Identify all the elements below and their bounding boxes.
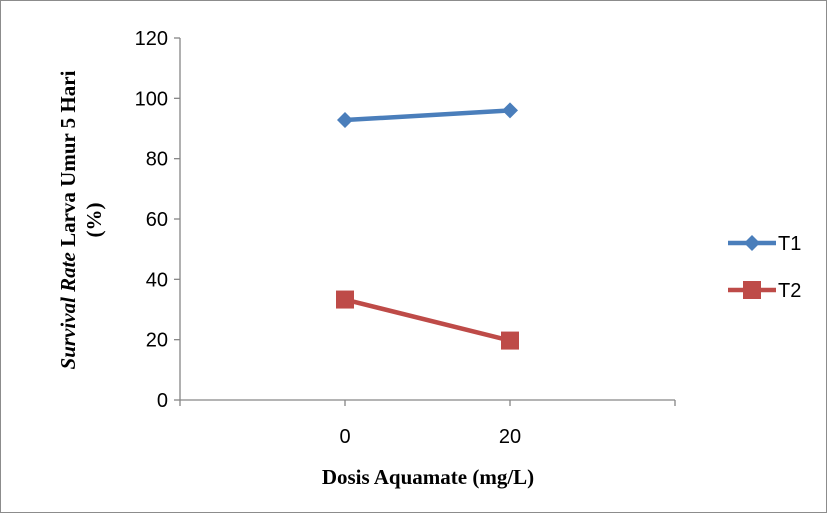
x-tick-label: 0 — [339, 426, 350, 448]
diamond-marker-t1 — [502, 102, 518, 119]
y-axis-title-rest: Larva Umur 5 Hari — [56, 70, 80, 252]
legend-swatch-marker — [743, 281, 761, 299]
y-tick-label: 20 — [146, 330, 168, 352]
series-line-t2 — [344, 297, 511, 343]
series-t1 — [337, 102, 518, 129]
legend-label: T2 — [778, 280, 801, 302]
legend-label: T1 — [778, 233, 801, 255]
y-axis-title: Survival Rate Larva Umur 5 Hari (%) — [56, 70, 106, 369]
y-tick-label: 120 — [135, 28, 168, 50]
x-axis-ticks: 0 20 — [179, 400, 676, 448]
series-t2 — [336, 290, 519, 350]
y-tick-label: 60 — [146, 209, 168, 231]
y-tick-label: 0 — [157, 390, 168, 412]
square-marker-t2 — [336, 290, 354, 309]
series-line-t1 — [344, 108, 511, 123]
legend-item-t1: T1 — [728, 233, 801, 255]
y-axis-title-italic: Survival Rate — [56, 252, 80, 369]
diamond-marker-t1 — [337, 112, 353, 129]
y-tick-label: 40 — [146, 269, 168, 291]
x-tick-label: 20 — [499, 426, 521, 448]
series-layer — [336, 102, 519, 350]
x-axis-title: Dosis Aquamate (mg/L) — [322, 465, 534, 489]
y-tick-label: 80 — [146, 149, 168, 171]
y-axis-title-line2: (%) — [82, 203, 106, 238]
y-tick-label: 100 — [135, 88, 168, 110]
y-axis-ticks: 0 20 40 60 80 100 120 — [135, 28, 180, 412]
legend-item-t2: T2 — [728, 280, 801, 302]
legend-swatch-marker — [744, 235, 760, 251]
square-marker-t2 — [501, 331, 519, 350]
y-axis-title-line1: Survival Rate Larva Umur 5 Hari — [56, 70, 80, 369]
legend: T1 T2 — [728, 233, 801, 302]
